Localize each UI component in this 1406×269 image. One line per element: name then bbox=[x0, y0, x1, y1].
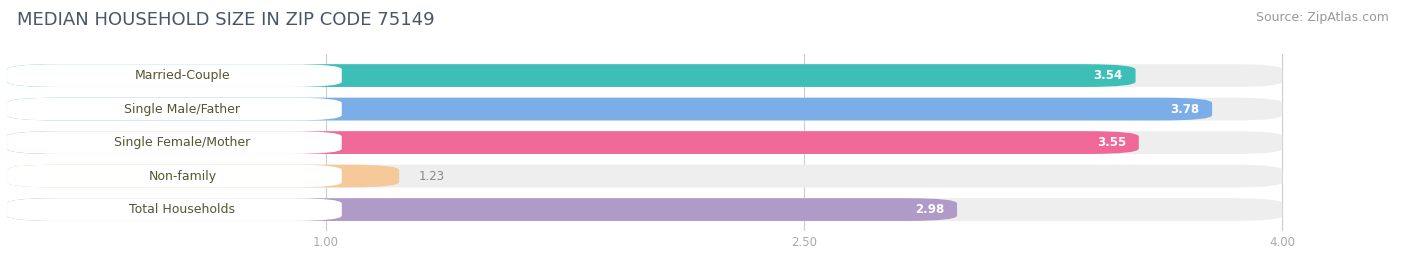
FancyBboxPatch shape bbox=[7, 64, 1282, 87]
FancyBboxPatch shape bbox=[7, 98, 1282, 121]
Text: Married-Couple: Married-Couple bbox=[135, 69, 231, 82]
FancyBboxPatch shape bbox=[7, 165, 342, 187]
FancyBboxPatch shape bbox=[7, 131, 1282, 154]
Text: 3.78: 3.78 bbox=[1170, 102, 1199, 116]
FancyBboxPatch shape bbox=[7, 64, 1136, 87]
Text: Total Households: Total Households bbox=[129, 203, 235, 216]
FancyBboxPatch shape bbox=[7, 98, 1212, 121]
Text: 3.54: 3.54 bbox=[1094, 69, 1123, 82]
FancyBboxPatch shape bbox=[7, 131, 1139, 154]
Text: Source: ZipAtlas.com: Source: ZipAtlas.com bbox=[1256, 11, 1389, 24]
Text: Single Male/Father: Single Male/Father bbox=[124, 102, 240, 116]
FancyBboxPatch shape bbox=[7, 165, 1282, 187]
FancyBboxPatch shape bbox=[7, 198, 957, 221]
FancyBboxPatch shape bbox=[7, 131, 342, 154]
Text: 3.55: 3.55 bbox=[1097, 136, 1126, 149]
Text: 2.98: 2.98 bbox=[915, 203, 945, 216]
Text: 1.23: 1.23 bbox=[419, 169, 444, 183]
FancyBboxPatch shape bbox=[7, 198, 342, 221]
Text: MEDIAN HOUSEHOLD SIZE IN ZIP CODE 75149: MEDIAN HOUSEHOLD SIZE IN ZIP CODE 75149 bbox=[17, 11, 434, 29]
FancyBboxPatch shape bbox=[7, 198, 1282, 221]
Text: Single Female/Mother: Single Female/Mother bbox=[114, 136, 250, 149]
Text: Non-family: Non-family bbox=[148, 169, 217, 183]
FancyBboxPatch shape bbox=[7, 98, 342, 121]
FancyBboxPatch shape bbox=[7, 165, 399, 187]
FancyBboxPatch shape bbox=[7, 64, 342, 87]
